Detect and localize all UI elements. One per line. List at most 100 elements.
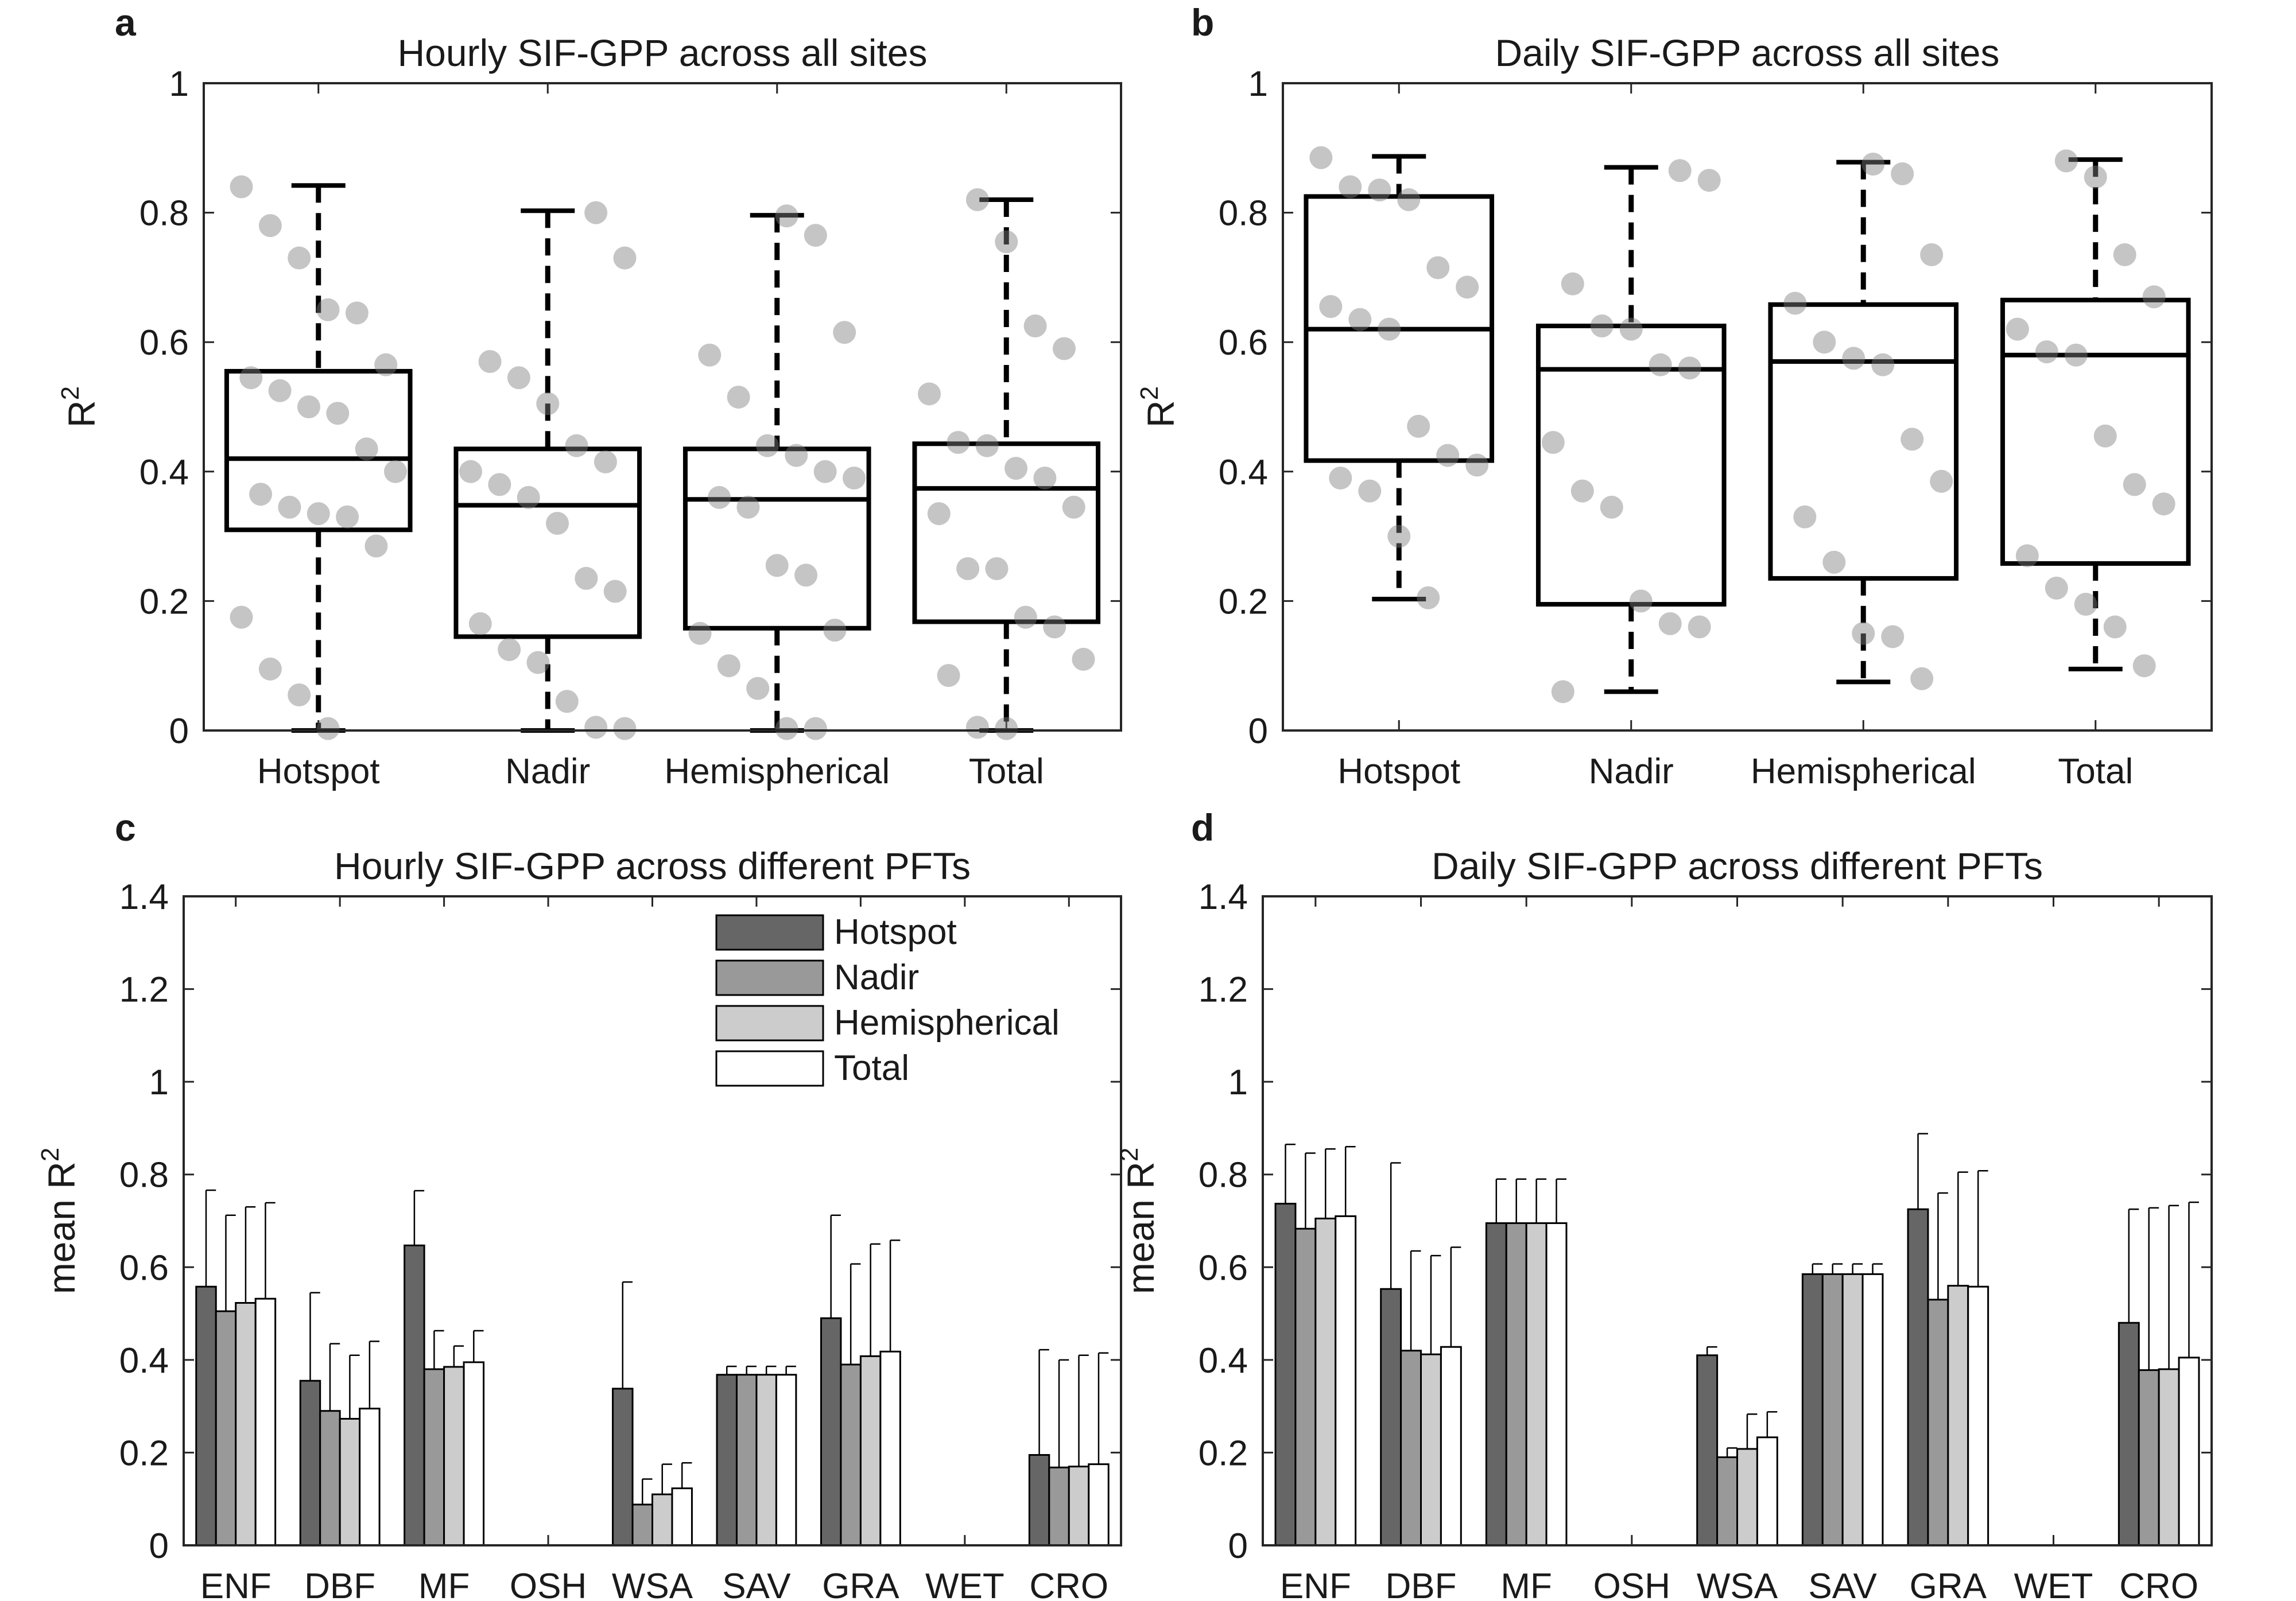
bar-hemispherical-cro [2158, 1368, 2180, 1546]
data-point [794, 564, 818, 587]
data-point [2054, 149, 2078, 173]
data-point [498, 638, 521, 661]
data-point [1339, 175, 1362, 199]
bar-total-dbf [1440, 1346, 1462, 1546]
y-axis-label-text: mean R [40, 1161, 83, 1294]
bar-nadir-gra [840, 1363, 862, 1546]
data-point [1465, 453, 1489, 477]
data-point [1426, 256, 1450, 279]
panel-letter: d [1191, 806, 1214, 849]
data-point [594, 450, 617, 473]
data-point [1541, 431, 1565, 454]
bar-hotspot-enf [1274, 1203, 1297, 1546]
data-point [2015, 544, 2039, 568]
bar-nadir-mf [1505, 1222, 1527, 1546]
data-point [1358, 479, 1382, 503]
bar-nadir-dbf [319, 1410, 341, 1546]
box-total [2000, 149, 2191, 678]
bar-nadir-cro [1048, 1466, 1070, 1546]
bar-hotspot-wsa [612, 1388, 634, 1546]
bar-nadir-mf [423, 1368, 445, 1546]
bar-total-cro [2178, 1357, 2200, 1546]
y-axis-label-superscript: 2 [36, 1148, 64, 1161]
data-point [2113, 243, 2136, 266]
data-point [927, 502, 951, 526]
data-point [316, 298, 340, 321]
bar-hotspot-sav [1801, 1273, 1824, 1546]
axes-frame [1282, 82, 2213, 732]
panel-d: d Daily SIF-GPP across different PFTs 0 0.2… [1115, 806, 2213, 1601]
data-point [1842, 347, 1865, 370]
x-tick-label: CRO [2119, 1567, 2198, 1601]
iqr-box [453, 446, 642, 639]
bar-nadir-cro [2138, 1369, 2160, 1546]
chart-title: Daily SIF-GPP across all sites [1495, 32, 1999, 74]
data-point [355, 437, 378, 461]
panel-letter: a [115, 1, 137, 44]
data-point [239, 366, 263, 390]
data-point [2045, 576, 2068, 600]
bar-total-wsa [671, 1487, 693, 1546]
data-point [2064, 343, 2088, 367]
data-point [478, 350, 502, 374]
bar-hemispherical-dbf [339, 1417, 361, 1546]
bar-nadir-sav [1821, 1273, 1844, 1546]
y-tick-label: 0.6 [119, 1248, 169, 1288]
bar-hotspot-sav [716, 1374, 738, 1546]
bar-total-enf [254, 1297, 277, 1546]
data-point [1619, 317, 1643, 341]
y-tick-label: 0.2 [139, 582, 189, 621]
y-tick-label: 0 [169, 712, 189, 751]
bar-total-mf [1545, 1222, 1568, 1546]
data-point [1822, 550, 1846, 574]
data-point [2074, 593, 2097, 616]
y-tick-label: 0.4 [1219, 453, 1268, 492]
data-point [278, 495, 301, 519]
data-point [1023, 314, 1047, 337]
data-point [2084, 165, 2107, 189]
box-hemispherical [682, 204, 871, 740]
bar-hemispherical-sav [1841, 1273, 1864, 1546]
data-point [258, 657, 282, 681]
data-point [613, 717, 637, 740]
iqr-box [2000, 297, 2191, 566]
data-point [1920, 243, 1944, 266]
x-tick-label: Nadir [1589, 752, 1674, 791]
data-point [1551, 680, 1574, 704]
data-point [1570, 479, 1594, 503]
data-point [603, 580, 627, 603]
data-point [2152, 492, 2175, 516]
y-tick-label: 1.2 [1199, 970, 1248, 1010]
box-nadir [1535, 159, 1727, 704]
x-tick-label: WET [2014, 1567, 2093, 1601]
data-point [1678, 356, 1701, 380]
data-point [307, 502, 330, 526]
data-point [1456, 275, 1479, 299]
data-point [1407, 414, 1430, 438]
data-point [1319, 295, 1343, 318]
data-point [1793, 505, 1817, 529]
legend-swatch-hotspot [715, 914, 824, 951]
data-point [584, 201, 608, 224]
iqr-box [1535, 324, 1727, 607]
box-hemispherical [1768, 153, 1959, 690]
data-point [1436, 444, 1460, 467]
data-point [230, 605, 253, 629]
legend-label: Hotspot [834, 912, 957, 952]
data-point [833, 321, 856, 344]
data-point [813, 460, 837, 483]
y-tick-label: 1 [1248, 64, 1268, 104]
bar-hotspot-enf [195, 1285, 217, 1546]
data-point [1871, 353, 1895, 376]
data-point [1004, 457, 1028, 480]
data-point [2103, 615, 2127, 639]
data-point [1417, 586, 1440, 609]
data-point [1014, 605, 1037, 629]
legend-label: Hemispherical [834, 1003, 1060, 1043]
bar-nadir-dbf [1400, 1350, 1422, 1546]
bar-hotspot-dbf [299, 1379, 321, 1546]
bar-total-mf [463, 1361, 485, 1546]
data-point [965, 188, 989, 212]
x-tick-label: SAV [1808, 1567, 1877, 1601]
data-point [823, 619, 847, 642]
